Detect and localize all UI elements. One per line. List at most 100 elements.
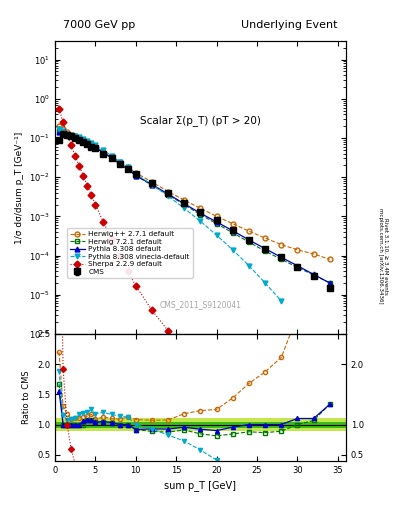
Herwig++ 2.7.1 default: [279, 242, 284, 248]
Pythia 8.308 default: [263, 246, 267, 252]
Pythia 8.308 vinecia-default: [61, 128, 66, 134]
Sherpa 2.2.9 default: [117, 252, 122, 259]
Herwig 7.2.1 default: [182, 202, 187, 208]
Herwig 7.2.1 default: [295, 264, 300, 270]
Herwig 7.2.1 default: [61, 131, 66, 137]
Pythia 8.308 default: [93, 144, 98, 151]
Herwig++ 2.7.1 default: [230, 221, 235, 227]
Pythia 8.308 vinecia-default: [166, 193, 171, 199]
Line: Sherpa 2.2.9 default: Sherpa 2.2.9 default: [57, 106, 332, 493]
Herwig 7.2.1 default: [117, 161, 122, 167]
Text: 7000 GeV pp: 7000 GeV pp: [63, 20, 135, 30]
Pythia 8.308 default: [65, 132, 70, 138]
Line: Herwig 7.2.1 default: Herwig 7.2.1 default: [57, 129, 332, 285]
Herwig++ 2.7.1 default: [61, 126, 66, 132]
Pythia 8.308 vinecia-default: [65, 131, 70, 137]
Herwig 7.2.1 default: [214, 221, 219, 227]
Herwig++ 2.7.1 default: [134, 169, 138, 176]
Herwig++ 2.7.1 default: [89, 141, 94, 147]
Text: Underlying Event: Underlying Event: [241, 20, 338, 30]
Sherpa 2.2.9 default: [77, 163, 82, 169]
Pythia 8.308 default: [117, 161, 122, 167]
Sherpa 2.2.9 default: [101, 219, 106, 225]
Pythia 8.308 default: [77, 137, 82, 143]
Pythia 8.308 vinecia-default: [69, 132, 73, 138]
Sherpa 2.2.9 default: [214, 379, 219, 385]
Pythia 8.308 default: [166, 191, 171, 197]
Herwig 7.2.1 default: [65, 132, 70, 138]
Herwig++ 2.7.1 default: [73, 133, 77, 139]
Herwig 7.2.1 default: [198, 211, 203, 218]
Pythia 8.308 default: [182, 201, 187, 207]
Sherpa 2.2.9 default: [109, 236, 114, 242]
Sherpa 2.2.9 default: [81, 173, 86, 179]
Pythia 8.308 vinecia-default: [85, 138, 90, 144]
Herwig 7.2.1 default: [150, 182, 154, 188]
Herwig 7.2.1 default: [263, 248, 267, 254]
Sherpa 2.2.9 default: [263, 425, 267, 431]
Text: Rivet 3.1.10, ≥ 3.4M events
mcplots.cern.ch [arXiv:1306.3436]: Rivet 3.1.10, ≥ 3.4M events mcplots.cern…: [378, 208, 389, 304]
Herwig++ 2.7.1 default: [263, 235, 267, 241]
Sherpa 2.2.9 default: [93, 202, 98, 208]
Sherpa 2.2.9 default: [230, 394, 235, 400]
Sherpa 2.2.9 default: [57, 106, 61, 112]
Pythia 8.308 default: [125, 166, 130, 172]
Pythia 8.308 vinecia-default: [101, 147, 106, 154]
Herwig++ 2.7.1 default: [327, 256, 332, 262]
X-axis label: sum p_T [GeV]: sum p_T [GeV]: [164, 480, 237, 491]
Sherpa 2.2.9 default: [150, 307, 154, 313]
Pythia 8.308 default: [230, 228, 235, 234]
Herwig++ 2.7.1 default: [81, 137, 86, 143]
Herwig++ 2.7.1 default: [117, 159, 122, 165]
Herwig 7.2.1 default: [246, 239, 251, 245]
Pythia 8.308 vinecia-default: [182, 205, 187, 211]
Pythia 8.308 vinecia-default: [93, 142, 98, 148]
Pythia 8.308 vinecia-default: [150, 181, 154, 187]
Pythia 8.308 default: [246, 237, 251, 243]
Herwig 7.2.1 default: [93, 144, 98, 151]
Sherpa 2.2.9 default: [311, 469, 316, 475]
Pythia 8.308 default: [109, 155, 114, 161]
Herwig++ 2.7.1 default: [125, 164, 130, 170]
Y-axis label: 1/σ dσ/dsum p_T [GeV⁻¹]: 1/σ dσ/dsum p_T [GeV⁻¹]: [15, 131, 24, 244]
Pythia 8.308 default: [214, 219, 219, 225]
Herwig 7.2.1 default: [279, 256, 284, 262]
Sherpa 2.2.9 default: [134, 283, 138, 289]
Bar: [55, 418, 346, 431]
Sherpa 2.2.9 default: [125, 268, 130, 274]
Herwig 7.2.1 default: [73, 135, 77, 141]
Line: Pythia 8.308 default: Pythia 8.308 default: [57, 130, 332, 285]
Herwig++ 2.7.1 default: [85, 139, 90, 145]
Herwig 7.2.1 default: [89, 142, 94, 148]
Herwig++ 2.7.1 default: [295, 247, 300, 253]
Pythia 8.308 vinecia-default: [109, 153, 114, 159]
Legend: Herwig++ 2.7.1 default, Herwig 7.2.1 default, Pythia 8.308 default, Pythia 8.308: Herwig++ 2.7.1 default, Herwig 7.2.1 def…: [67, 228, 193, 278]
Pythia 8.308 vinecia-default: [125, 164, 130, 170]
Pythia 8.308 default: [327, 280, 332, 286]
Herwig 7.2.1 default: [166, 192, 171, 198]
Herwig++ 2.7.1 default: [65, 129, 70, 135]
Pythia 8.308 vinecia-default: [73, 133, 77, 139]
Herwig++ 2.7.1 default: [311, 251, 316, 257]
Line: Herwig++ 2.7.1 default: Herwig++ 2.7.1 default: [57, 124, 332, 262]
Pythia 8.308 vinecia-default: [198, 218, 203, 224]
Pythia 8.308 vinecia-default: [57, 126, 61, 132]
Herwig 7.2.1 default: [77, 137, 82, 143]
Herwig 7.2.1 default: [134, 173, 138, 179]
Herwig++ 2.7.1 default: [166, 188, 171, 195]
Pythia 8.308 default: [57, 129, 61, 135]
Herwig++ 2.7.1 default: [93, 144, 98, 150]
Herwig 7.2.1 default: [57, 128, 61, 134]
Pythia 8.308 vinecia-default: [263, 280, 267, 286]
Sherpa 2.2.9 default: [198, 363, 203, 369]
Pythia 8.308 vinecia-default: [77, 134, 82, 140]
Pythia 8.308 default: [311, 271, 316, 278]
Pythia 8.308 default: [134, 173, 138, 179]
Pythia 8.308 default: [150, 181, 154, 187]
Herwig++ 2.7.1 default: [198, 205, 203, 211]
Sherpa 2.2.9 default: [61, 119, 66, 125]
Herwig++ 2.7.1 default: [109, 154, 114, 160]
Pythia 8.308 default: [73, 135, 77, 141]
Herwig 7.2.1 default: [125, 166, 130, 172]
Pythia 8.308 default: [198, 210, 203, 216]
